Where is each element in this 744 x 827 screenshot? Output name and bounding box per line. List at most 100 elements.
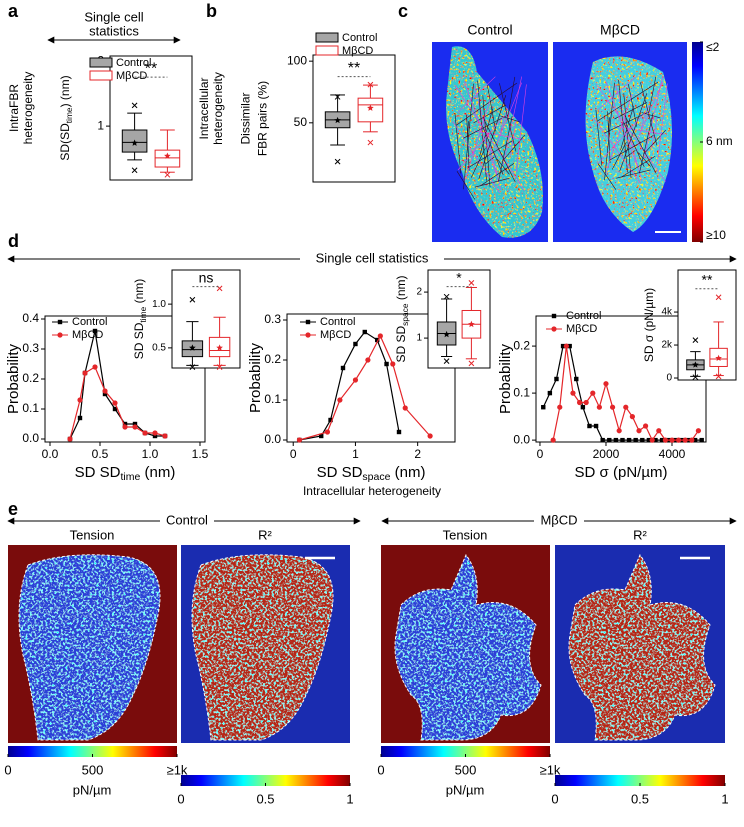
point (92, 328, 98, 334)
network (452, 76, 527, 200)
y-tick-label: 0.0 (513, 432, 530, 446)
point (142, 430, 148, 436)
point (620, 437, 625, 443)
y-axis-group-label-part: heterogeneity (21, 72, 35, 145)
point (547, 390, 553, 396)
y-tick-label: 0.1 (22, 401, 39, 415)
fibre-link (487, 84, 497, 132)
x-axis-label-part: SD SD (75, 464, 121, 481)
y-axis-group-label: IntraFBR (7, 84, 21, 132)
fibre-link (464, 81, 498, 176)
fibre-link (477, 80, 487, 181)
group-label: Control (166, 512, 208, 527)
extreme-marker (334, 158, 341, 165)
y-tick-label: 1 (416, 333, 422, 344)
point (642, 423, 649, 429)
legend-label: Control (342, 32, 377, 44)
y-tick-label: 0.3 (264, 312, 281, 326)
point (352, 377, 359, 383)
x-axis-label-part: (nm) (390, 464, 425, 481)
x-axis-label-part: (nm) (140, 464, 175, 481)
fibre-link (496, 82, 523, 146)
point (669, 437, 675, 443)
point (337, 397, 343, 403)
fibre-link (510, 120, 517, 155)
panel-label: e (8, 499, 18, 519)
point (603, 381, 609, 387)
y-axis-label-part: ) (nm) (58, 75, 72, 107)
legend-marker (551, 326, 557, 332)
fibre-link (595, 84, 666, 182)
y-tick-label: 0.3 (22, 341, 39, 355)
image-mbcd-tension (381, 545, 550, 743)
fibre-link (464, 95, 492, 181)
y-axis-group-label-part: IntraFBR (7, 84, 21, 132)
image-control-c (432, 42, 548, 242)
point (659, 437, 665, 443)
point (340, 365, 346, 371)
y-tick-label: 0.0 (22, 431, 39, 445)
point (353, 341, 358, 347)
legend-swatch (315, 45, 339, 56)
point (609, 404, 616, 410)
header: Single cell (84, 9, 143, 24)
fibre-link (470, 147, 486, 178)
point (541, 405, 546, 410)
y-tick-label: 100 (287, 53, 307, 67)
y-axis-label-part: SD SD (132, 322, 146, 359)
y-tick-label: 0.2 (513, 338, 530, 352)
y-axis-label-part: Probability (5, 343, 22, 414)
legend-swatch (315, 32, 339, 43)
fibre-link (474, 130, 524, 140)
cell-outline (394, 554, 542, 741)
significance: ns (199, 269, 214, 285)
y-axis-label-part: (nm) (394, 275, 408, 303)
fibre-link (621, 156, 656, 178)
y-axis-label: Probability (497, 343, 514, 414)
fibre-link (483, 118, 516, 183)
box (357, 97, 384, 123)
image-control-tension (8, 545, 177, 743)
x-axis-label: SD SDspace (nm) (317, 464, 426, 483)
legend-label: Control (116, 57, 151, 69)
colorbar-label: 500 (82, 762, 104, 777)
image-title: R² (258, 527, 272, 542)
fibre-link (473, 104, 507, 124)
fibre-link (604, 82, 615, 181)
extreme-marker (367, 81, 374, 88)
fibre-link (502, 76, 522, 166)
point (695, 428, 702, 434)
mean-marker (692, 361, 699, 368)
point (112, 400, 118, 406)
extreme-marker (443, 293, 450, 300)
y-axis-label-part: SD σ (pN/µm) (642, 288, 656, 362)
fibre-link (626, 150, 636, 158)
y-axis-label-part: SD SD (394, 326, 408, 363)
mean-marker (367, 104, 374, 111)
fibre-link (497, 159, 510, 175)
significance: ** (145, 60, 157, 77)
point (656, 428, 662, 434)
legend-marker (305, 332, 311, 338)
legend-label: MβCD (72, 329, 103, 341)
extreme-marker (334, 94, 341, 100)
point (596, 404, 602, 410)
extreme-marker (468, 280, 475, 286)
image-mbcd-r2 (555, 545, 725, 743)
image-title: Tension (70, 527, 115, 542)
extreme-marker (715, 294, 722, 301)
colorbar-label: ≤2 (706, 40, 720, 54)
x-axis-label-part: SD σ (pN/µm) (575, 464, 668, 481)
point (574, 376, 579, 382)
fibre-link (622, 120, 645, 168)
mean-marker (216, 344, 223, 351)
cell-outline (18, 554, 161, 741)
legend-swatch (89, 70, 113, 81)
y-tick-label: 0.2 (264, 352, 281, 366)
fibre-link (452, 121, 500, 193)
point (365, 357, 371, 363)
point (629, 414, 635, 420)
point (646, 437, 652, 443)
y-axis-label: Probability (247, 342, 264, 413)
y-axis-label-part: Dissimilar (239, 93, 253, 145)
